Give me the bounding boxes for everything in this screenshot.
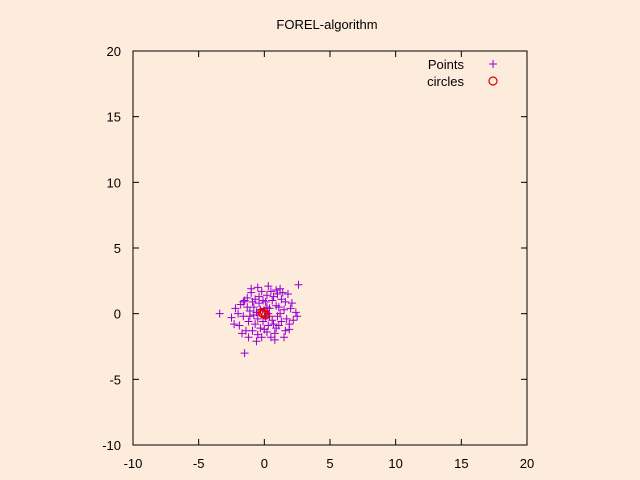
data-point <box>266 287 275 296</box>
data-point <box>281 326 290 335</box>
circle-center-marker <box>258 309 268 319</box>
legend-marker-circle <box>488 76 498 86</box>
data-point <box>230 320 239 329</box>
data-point <box>249 310 258 319</box>
x-tick-label: -5 <box>193 456 205 471</box>
points-series <box>215 280 303 358</box>
y-tick-label: 0 <box>114 307 121 322</box>
legend-marker-circles <box>488 76 498 86</box>
data-point <box>244 317 253 326</box>
y-tick-label: 10 <box>107 175 121 190</box>
y-tick-label: 5 <box>114 241 121 256</box>
x-tick-label: 15 <box>454 456 468 471</box>
data-point <box>289 316 298 325</box>
data-point <box>252 337 261 346</box>
data-point <box>274 303 283 312</box>
data-point <box>287 299 296 308</box>
data-point <box>276 309 285 318</box>
y-tick-label: -5 <box>109 372 121 387</box>
data-point <box>294 280 303 289</box>
data-point <box>280 305 289 314</box>
legend-label-circles: circles <box>427 74 464 89</box>
axis-ticks <box>132 50 528 446</box>
legend-label-points: Points <box>428 57 465 72</box>
data-point <box>282 314 291 323</box>
data-point <box>277 317 286 326</box>
x-tick-label: 20 <box>520 456 534 471</box>
chart-title: FOREL-algorithm <box>276 17 377 32</box>
data-point <box>243 303 252 312</box>
circles-series <box>257 307 271 320</box>
circle-center-marker <box>259 307 269 317</box>
y-axis-tick-labels: -10 -5 0 5 10 15 20 <box>102 44 121 453</box>
data-point <box>272 286 281 295</box>
data-point <box>280 333 289 342</box>
data-point <box>239 297 248 306</box>
legend-marker-plus <box>489 60 497 68</box>
legend-marker-points <box>489 60 497 68</box>
x-tick-label: -10 <box>124 456 143 471</box>
data-point <box>251 320 260 329</box>
data-point <box>251 295 260 304</box>
data-point <box>245 312 254 321</box>
data-point <box>256 324 265 333</box>
data-point <box>268 296 277 305</box>
data-point <box>283 289 292 298</box>
data-point <box>215 309 224 318</box>
data-point <box>260 325 269 334</box>
data-point <box>238 329 247 338</box>
y-tick-label: 15 <box>107 110 121 125</box>
data-point <box>264 321 273 330</box>
data-point <box>253 330 262 339</box>
data-point <box>269 320 278 329</box>
data-point <box>266 333 275 342</box>
data-point <box>270 329 279 338</box>
data-point <box>291 308 300 317</box>
data-point <box>281 297 290 306</box>
data-point <box>240 349 249 358</box>
data-point <box>293 312 302 321</box>
data-point <box>247 284 256 293</box>
data-point <box>234 309 243 318</box>
data-point <box>253 283 262 292</box>
data-point <box>262 291 271 300</box>
data-point <box>259 296 268 305</box>
data-point <box>286 304 295 313</box>
data-point <box>285 325 294 334</box>
plot-area-frame <box>132 50 528 446</box>
x-tick-label: 10 <box>388 456 402 471</box>
y-tick-label: -10 <box>102 438 121 453</box>
data-point <box>227 313 236 322</box>
data-point <box>273 289 282 298</box>
x-tick-label: 5 <box>326 456 333 471</box>
data-point <box>253 314 262 323</box>
data-point <box>240 296 249 305</box>
data-point <box>248 326 257 335</box>
data-point <box>257 287 266 296</box>
data-point <box>264 282 273 291</box>
x-tick-label: 0 <box>261 456 268 471</box>
data-point <box>278 288 287 297</box>
legend: Points circles <box>427 57 498 89</box>
data-point <box>244 333 253 342</box>
x-axis-tick-labels: -10 -5 0 5 10 15 20 <box>124 456 535 471</box>
data-point <box>231 304 240 313</box>
y-tick-label: 20 <box>107 44 121 59</box>
data-point <box>235 321 244 330</box>
